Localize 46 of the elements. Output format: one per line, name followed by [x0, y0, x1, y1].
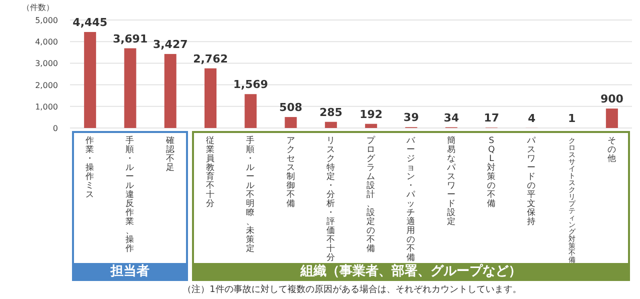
data-label: 39	[404, 111, 419, 124]
category-label: バージョン・パッチ適用の不備	[406, 136, 416, 263]
data-label: 34	[444, 111, 460, 124]
bar	[324, 122, 337, 128]
x-tick-label: アクセス制御不備	[286, 136, 296, 209]
bar	[124, 48, 136, 128]
data-label: 2,762	[193, 52, 228, 66]
category-label: リスク特定・分析・評価不十分	[326, 136, 336, 263]
x-tick-label: 従業員教育不十分	[206, 135, 215, 209]
x-tick-label: 作業・操作ミス	[84, 135, 95, 200]
category-label: プログラム設計、設定の不備	[366, 136, 376, 254]
y-tick-label: 5,000	[35, 16, 58, 25]
data-label: 3,691	[112, 32, 148, 46]
bar	[204, 68, 216, 128]
bar	[164, 54, 176, 128]
category-label: 手順・ルール違反作業、操作	[126, 136, 135, 254]
x-tick-label: 確認不足	[164, 135, 175, 173]
data-label: 192	[360, 108, 383, 121]
y-tick-label: 2,000	[35, 80, 58, 90]
category-label: 簡易なパスワード設定	[446, 136, 456, 227]
bar	[606, 108, 618, 128]
x-tick-label: その他	[607, 136, 616, 164]
y-tick-label: 4,000	[35, 38, 58, 47]
y-tick-label: 3,000	[35, 59, 58, 68]
text: 担当者	[72, 263, 188, 280]
text: 組織（事業者、部署、グループなど）	[192, 263, 630, 280]
bar	[84, 32, 96, 128]
data-label: 1	[568, 112, 576, 125]
data-label: 1,569	[233, 78, 268, 92]
data-label: 3,427	[152, 38, 188, 51]
text: （注）1件の事故に対して複数の原因がある場合は、それぞれカウントしています。	[182, 284, 522, 295]
data-label: 900	[600, 92, 624, 106]
bar	[365, 124, 378, 128]
category-label: パスワードの平文保持	[527, 136, 536, 227]
data-label: 17	[484, 112, 500, 125]
bar	[244, 94, 257, 128]
y-axis-title: （件数）	[22, 3, 54, 12]
category-label: 手順・ルール不明瞭、未策定	[246, 136, 256, 254]
bar	[284, 117, 297, 128]
y-tick-label: 0	[52, 124, 58, 133]
x-tick-label: SQL対策の不備	[487, 136, 496, 209]
y-tick-label: 1,000	[35, 102, 58, 112]
data-label: 508	[279, 101, 302, 114]
data-label: 4	[528, 112, 536, 125]
data-label: 4,445	[72, 16, 108, 29]
data-label: 285	[319, 106, 342, 119]
